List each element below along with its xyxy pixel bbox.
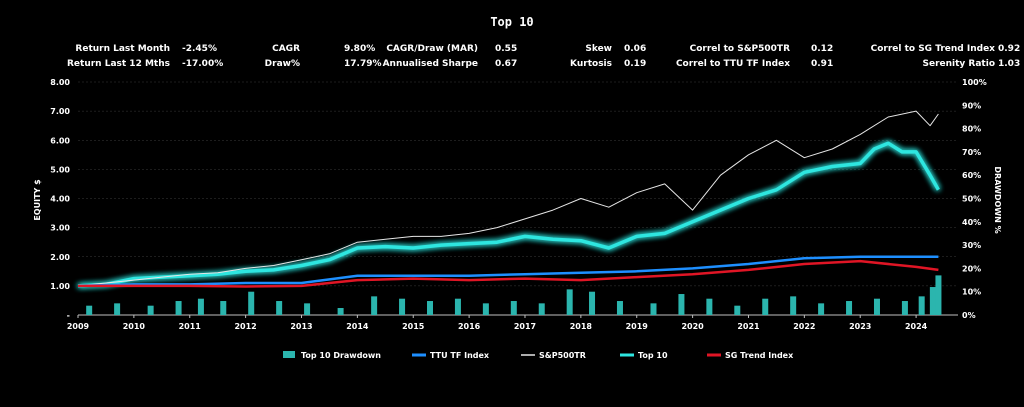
drawdown-bar: [762, 298, 769, 315]
series-line-ttu-tf-index: [77, 255, 939, 288]
legend-label: S&P500TR: [539, 351, 586, 360]
stats-panel: Return Last Month -2.45% Return Last 12 …: [66, 44, 1021, 69]
y2-tick-label: 70%: [962, 148, 981, 157]
drawdown-bar: [589, 291, 596, 315]
y2-tick-label: 20%: [962, 264, 981, 273]
x-tick-label: 2011: [179, 322, 202, 331]
drawdown-bar: [846, 301, 853, 315]
gridlines: [78, 81, 958, 316]
y-tick-label: 8.00: [50, 78, 70, 87]
drawdown-bar: [276, 301, 283, 315]
x-tick-label: 2017: [514, 322, 536, 331]
legend-item-top-10: Top 10: [620, 351, 668, 360]
y2-tick-label: 60%: [962, 171, 981, 180]
drawdown-bar: [538, 303, 545, 315]
legend-item-top-10-drawdown: Top 10 Drawdown: [283, 351, 381, 360]
y2-axis-label: DRAWDOWN %: [993, 166, 1002, 233]
legend-item-sg-trend-index: SG Trend Index: [707, 351, 794, 360]
y2-axis-ticks: 0% 10% 20% 30% 40% 50% 60% 70% 80% 90% 100%: [962, 78, 987, 320]
drawdown-bar: [197, 298, 204, 315]
drawdown-bar: [454, 298, 461, 315]
drawdown-bar: [371, 296, 378, 315]
y2-tick-label: 90%: [962, 101, 981, 110]
x-axis-ticks: 2009 2010 2011 2012 2013 2014 2015 2016 2017 2018…: [67, 315, 928, 331]
drawdown-bar: [147, 305, 154, 315]
y-tick-label: 7.00: [50, 107, 70, 116]
y2-tick-label: 50%: [962, 195, 981, 204]
y2-tick-label: 0%: [962, 311, 976, 320]
drawdown-bar: [706, 298, 713, 315]
drawdown-bar: [734, 305, 741, 315]
y2-tick-label: 80%: [962, 125, 981, 134]
x-tick-label: 2015: [402, 322, 425, 331]
x-tick-label: 2019: [626, 322, 649, 331]
drawdown-bar: [918, 296, 925, 315]
drawdown-bar: [114, 303, 121, 315]
x-tick-label: 2010: [123, 322, 146, 331]
y-axis-ticks: - 1.00 2.00 3.00 4.00 5.00 6.00 7.00 8.00: [50, 78, 70, 320]
legend-label: Top 10: [638, 351, 668, 360]
drawdown-bar: [566, 289, 573, 315]
y2-tick-label: 40%: [962, 218, 981, 227]
y-tick-label: 3.00: [50, 224, 70, 233]
legend-swatch: [283, 351, 295, 358]
x-tick-label: 2024: [905, 322, 928, 331]
drawdown-bar: [873, 298, 880, 315]
y-axis-label: EQUITY $: [33, 179, 42, 221]
drawdown-bar: [510, 301, 517, 315]
drawdown-bar: [929, 287, 936, 315]
x-tick-label: 2018: [570, 322, 593, 331]
y2-tick-label: 30%: [962, 241, 981, 250]
drawdown-bar: [482, 303, 489, 315]
y-tick-label: 5.00: [50, 165, 70, 174]
x-tick-label: 2009: [67, 322, 90, 331]
y-tick-label: 2.00: [50, 253, 70, 262]
drawdown-bar: [399, 298, 406, 315]
x-tick-label: 2023: [849, 322, 871, 331]
x-tick-label: 2022: [793, 322, 815, 331]
y-tick-label: 4.00: [50, 195, 70, 204]
y-tick-label: 1.00: [50, 282, 70, 291]
legend-label: SG Trend Index: [725, 351, 794, 360]
x-tick-label: 2014: [346, 322, 369, 331]
x-tick-label: 2020: [681, 322, 704, 331]
drawdown-bar: [86, 305, 93, 315]
series-line-s-p500tr: [77, 110, 939, 287]
x-tick-label: 2013: [290, 322, 312, 331]
x-tick-label: 2016: [458, 322, 481, 331]
y-tick-label: 6.00: [50, 136, 70, 145]
drawdown-bar: [248, 291, 255, 315]
drawdown-bar: [818, 303, 825, 315]
drawdown-bar: [901, 301, 908, 315]
chart-title: Top 10: [490, 15, 534, 29]
legend: Top 10 Drawdown TTU TF Index S&P500TR Top 1…: [283, 351, 794, 360]
series-lines: [77, 110, 940, 288]
drawdown-bar: [304, 303, 311, 315]
x-tick-label: 2012: [234, 322, 256, 331]
legend-label: TTU TF Index: [430, 351, 490, 360]
drawdown-bar: [220, 301, 227, 315]
drawdown-bar: [650, 303, 657, 315]
legend-label: Top 10 Drawdown: [301, 351, 381, 360]
drawdown-bar: [678, 294, 685, 315]
y-tick-label: -: [67, 311, 70, 320]
y2-tick-label: 10%: [962, 288, 981, 297]
y2-tick-label: 100%: [962, 78, 987, 87]
drawdown-bar: [790, 296, 797, 315]
series-line-sg-trend-index: [78, 259, 939, 288]
drawdown-bar: [337, 308, 344, 315]
drawdown-bar: [427, 301, 433, 315]
drawdown-bar: [935, 275, 942, 315]
drawdown-bar: [175, 301, 182, 315]
x-tick-label: 2021: [737, 322, 760, 331]
drawdown-bars: [86, 275, 942, 315]
drawdown-bar: [616, 301, 623, 315]
legend-item-ttu-tf-index: TTU TF Index: [412, 351, 490, 360]
legend-item-s-p500tr: S&P500TR: [521, 351, 586, 360]
series-line-top-10: [77, 141, 940, 288]
